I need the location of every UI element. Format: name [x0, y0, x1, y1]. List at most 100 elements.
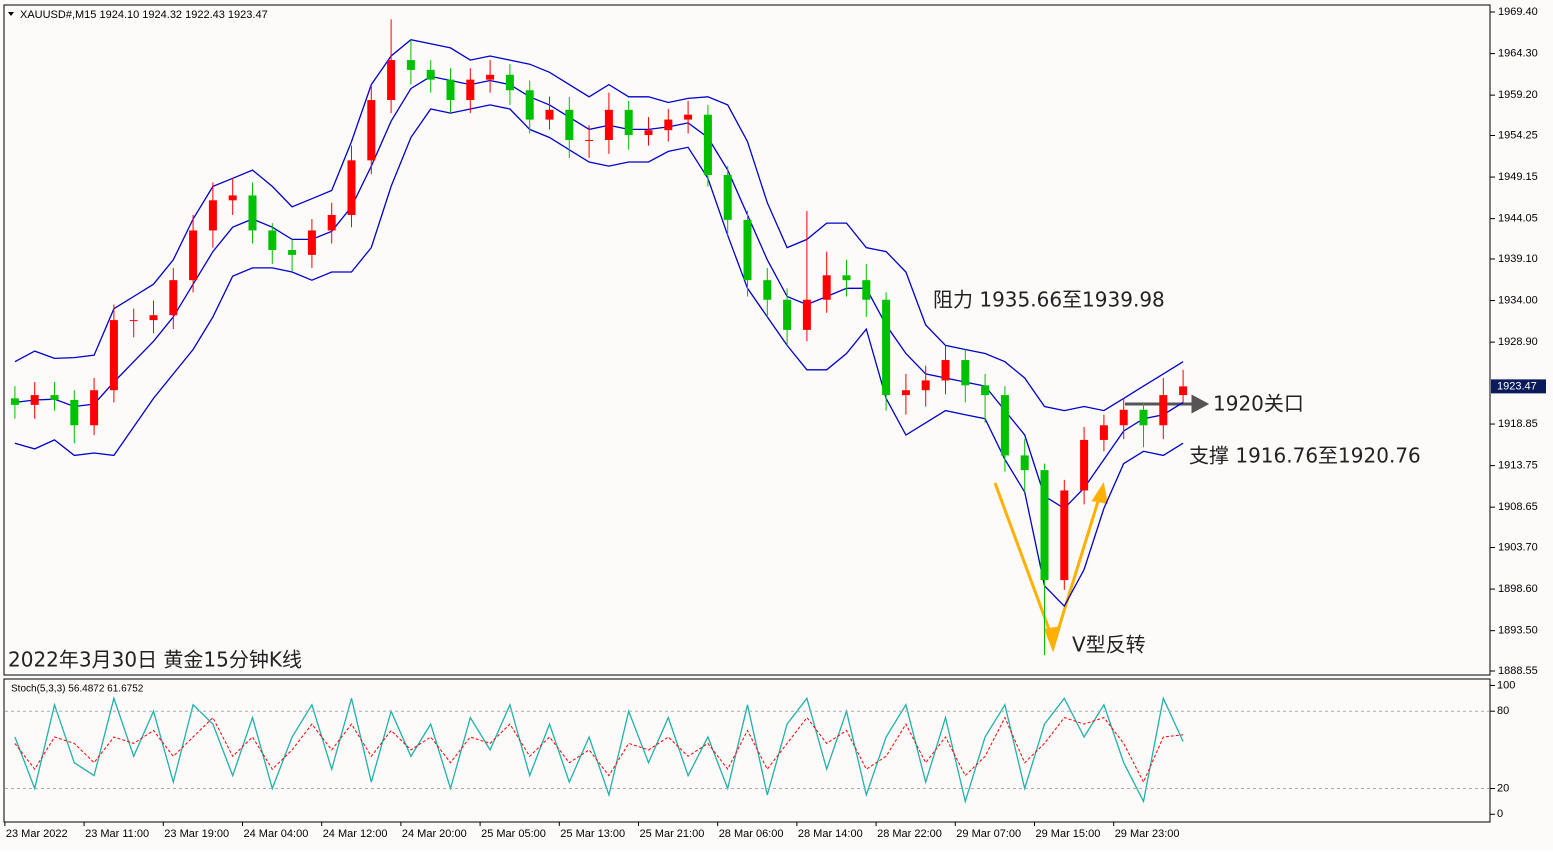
candle-body — [624, 109, 633, 136]
candle-body — [1040, 470, 1049, 581]
current-price: 1923.47 — [1497, 380, 1537, 392]
y-tick-label: 1939.10 — [1498, 253, 1538, 265]
candle-body — [446, 79, 455, 101]
candle-body — [822, 275, 831, 300]
line-series — [14, 104, 1184, 608]
candle-body — [505, 74, 514, 91]
stoch-label: Stoch(5,3,3) 56.4872 61.6752 — [11, 684, 144, 695]
candle-body — [208, 200, 217, 231]
candle-body — [367, 100, 376, 161]
candle-body — [901, 390, 910, 396]
candle-body — [1099, 425, 1108, 440]
x-tick-label: 23 Mar 19:00 — [164, 828, 229, 840]
y-tick-label: 1918.85 — [1498, 418, 1538, 430]
candle-body — [763, 280, 772, 300]
annotation: 2022年3月30日 黄金15分钟K线 — [8, 648, 302, 672]
candle-body — [525, 90, 534, 120]
candle-body — [921, 380, 930, 391]
candle-body — [961, 360, 970, 386]
x-tick-label: 29 Mar 15:00 — [1036, 828, 1101, 840]
line-series — [14, 39, 1184, 412]
candle-body — [664, 119, 673, 131]
candle-body — [941, 360, 950, 381]
y-tick-label: 1954.25 — [1498, 129, 1538, 141]
header: XAUUSD#,M15 1924.10 1924.32 1922.43 1923… — [20, 9, 268, 21]
candle-body — [466, 79, 475, 101]
candle-body — [30, 395, 39, 405]
x-tick-label: 28 Mar 14:00 — [798, 828, 863, 840]
y-tick-label: 1893.50 — [1498, 625, 1538, 637]
v-arrows — [993, 482, 1108, 653]
y-tick-label: 1969.40 — [1498, 6, 1538, 18]
candle-body — [426, 69, 435, 80]
y-tick-label: 1944.05 — [1498, 213, 1538, 225]
candle-body — [1000, 395, 1009, 456]
candle-body — [882, 299, 891, 396]
x-tick-label: 25 Mar 13:00 — [560, 828, 625, 840]
price-tag — [1491, 379, 1546, 394]
y-tick-label: 20 — [1497, 782, 1509, 794]
candle-body — [842, 275, 851, 281]
line-series — [14, 696, 1184, 804]
y-tick-label: 1949.15 — [1498, 171, 1538, 183]
y-tick-label: 100 — [1497, 679, 1515, 691]
y-tick-label: 1964.30 — [1498, 47, 1538, 59]
candle-body — [585, 139, 594, 141]
x-tick-label: 29 Mar 07:00 — [956, 828, 1021, 840]
candle-body — [169, 280, 178, 316]
candle-body — [90, 390, 99, 426]
y-tick-label: 80 — [1497, 705, 1509, 717]
x-tick-label: 24 Mar 04:00 — [244, 828, 309, 840]
price-panel — [3, 4, 1491, 676]
candle-body — [723, 175, 732, 220]
candle-body — [1119, 409, 1128, 426]
candle-body — [1179, 386, 1188, 396]
candle-body — [406, 60, 415, 70]
candle-body — [1060, 490, 1069, 581]
candle-body — [10, 398, 19, 405]
candle-body — [644, 130, 653, 136]
candle-body — [565, 109, 574, 140]
candle-body — [50, 395, 59, 400]
y-tick-label: 1898.60 — [1498, 583, 1538, 595]
candle-body — [684, 114, 693, 120]
x-tick-label: 25 Mar 21:00 — [640, 828, 705, 840]
x-tick-label: 24 Mar 12:00 — [323, 828, 388, 840]
candle-body — [486, 74, 495, 80]
annotation: 1920关口 — [1213, 392, 1304, 416]
candle-body — [387, 60, 396, 101]
candle-body — [1139, 409, 1148, 426]
stoch-panel — [3, 678, 1491, 823]
y-tick-label: 1903.70 — [1498, 541, 1538, 553]
y-tick-label: 1888.55 — [1498, 665, 1538, 677]
candle-body — [307, 230, 316, 255]
candle-body — [248, 195, 257, 231]
candle-body — [703, 114, 712, 176]
y-tick-label: 1934.00 — [1498, 294, 1538, 306]
line-series — [14, 716, 1184, 784]
y-tick-label: 0 — [1497, 808, 1503, 820]
x-tick-label: 24 Mar 20:00 — [402, 828, 467, 840]
x-tick-label: 28 Mar 06:00 — [719, 828, 784, 840]
y-tick-label: 1959.20 — [1498, 89, 1538, 101]
annotation: V型反转 — [1072, 633, 1146, 657]
candle-body — [288, 250, 297, 255]
candle-body — [981, 385, 990, 396]
candle-body — [228, 195, 237, 201]
y-tick-label: 1908.65 — [1498, 501, 1538, 513]
candle-body — [1080, 439, 1089, 491]
candle-body — [129, 320, 138, 322]
candle-body — [347, 160, 356, 215]
candle-body — [268, 230, 277, 251]
x-tick-label: 23 Mar 11:00 — [85, 828, 149, 840]
x-tick-label: 29 Mar 23:00 — [1115, 828, 1180, 840]
candle-body — [1159, 395, 1168, 426]
candle-body — [802, 299, 811, 330]
candle-body — [109, 320, 118, 391]
candle-body — [149, 315, 158, 321]
candle-body — [327, 214, 336, 231]
x-tick-label: 25 Mar 05:00 — [481, 828, 546, 840]
candle-body — [1020, 455, 1029, 471]
candle-body — [862, 280, 871, 300]
